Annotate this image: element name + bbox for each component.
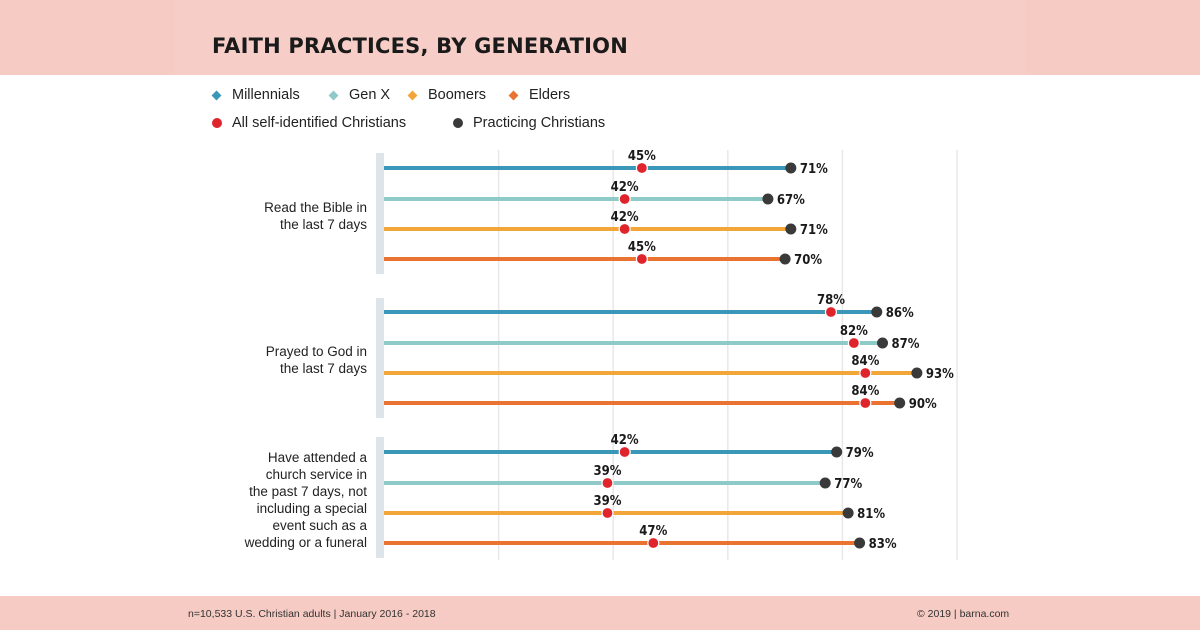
chart-title: FAITH PRACTICES, BY GENERATION <box>212 34 628 58</box>
all-christians-label: 45% <box>628 240 656 255</box>
all-christians-label: 47% <box>639 524 667 539</box>
group-bracket <box>376 437 384 558</box>
legend-label: Practicing Christians <box>473 115 606 131</box>
category-label-line: including a special <box>256 501 367 516</box>
all-christians-point <box>859 366 872 380</box>
practicing-point <box>842 507 854 519</box>
practicing-label: 79% <box>846 446 874 461</box>
all-christians-label: 82% <box>840 324 868 339</box>
all-christians-point <box>618 445 631 459</box>
all-christians-label: 42% <box>611 210 639 225</box>
category-label-line: event such as a <box>272 518 367 533</box>
category-label: Read the Bible in the last 7 days <box>212 199 367 233</box>
practicing-label: 83% <box>869 537 897 552</box>
all-christians-point <box>601 476 614 490</box>
all-christians-label: 39% <box>593 494 621 509</box>
group-bracket <box>376 298 384 418</box>
legend-item-millennials: Millennials <box>211 86 300 104</box>
category-label-line: the last 7 days <box>279 217 367 232</box>
practicing-point <box>785 223 797 235</box>
category-label-line: Read the Bible in <box>264 200 367 215</box>
all-christians-point <box>635 161 648 175</box>
all-christians-label: 42% <box>611 433 639 448</box>
category-label-line: the past 7 days, not <box>249 484 367 499</box>
practicing-label: 77% <box>834 477 862 492</box>
practicing-label: 87% <box>892 337 920 352</box>
legend-label: Gen X <box>349 87 391 103</box>
category-label-line: wedding or a funeral <box>244 535 367 550</box>
all-christians-label: 39% <box>593 464 621 479</box>
category-label: Prayed to God in the last 7 days <box>212 343 367 377</box>
legend-dot-icon <box>212 118 222 128</box>
practicing-point <box>911 367 923 379</box>
all-christians-point <box>618 222 631 236</box>
practicing-label: 90% <box>909 397 937 412</box>
title-box <box>175 0 1025 75</box>
legend-item-gen-x: Gen X <box>328 86 391 104</box>
legend-item-practicing-christians: Practicing Christians <box>453 114 605 132</box>
all-christians-point <box>824 305 838 319</box>
practicing-point <box>762 193 774 205</box>
practicing-label: 67% <box>777 193 805 208</box>
all-christians-label: 84% <box>851 354 879 369</box>
practicing-point <box>854 537 866 549</box>
all-christians-point <box>647 536 660 550</box>
category-label-line: church service in <box>265 467 367 482</box>
footer-band: n=10,533 U.S. Christian adults | January… <box>0 596 1200 630</box>
all-christians-label: 78% <box>817 293 845 308</box>
category-label-line: Have attended a <box>267 450 367 465</box>
practicing-label: 71% <box>800 223 828 238</box>
legend-label: Elders <box>529 87 571 103</box>
sample-note: n=10,533 U.S. Christian adults | January… <box>188 608 436 620</box>
legend-item-all-christians: All self-identified Christians <box>212 114 406 132</box>
practicing-point <box>871 306 883 318</box>
legend-item-boomers: Boomers <box>407 86 487 104</box>
category-label: Have attended a church service in the past… <box>212 449 367 551</box>
practicing-point <box>894 397 906 409</box>
copyright: © 2019 | barna.com <box>917 608 1010 620</box>
practicing-point <box>877 337 889 349</box>
all-christians-point <box>847 336 860 350</box>
category-label-line: the last 7 days <box>279 361 367 376</box>
all-christians-label: 45% <box>628 149 656 164</box>
practicing-label: 81% <box>857 507 885 522</box>
practicing-label: 71% <box>800 162 828 177</box>
practicing-label: 93% <box>926 367 954 382</box>
all-christians-point <box>601 506 614 520</box>
all-christians-point <box>618 192 631 206</box>
all-christians-label: 42% <box>611 180 639 195</box>
practicing-point <box>831 446 843 458</box>
practicing-point <box>819 477 831 489</box>
practicing-point <box>779 253 791 265</box>
group-bracket <box>376 153 384 274</box>
practicing-point <box>785 162 797 174</box>
legend-label: Millennials <box>232 87 300 103</box>
legend-dot-icon <box>453 118 463 128</box>
practicing-label: 70% <box>794 253 822 268</box>
legend-item-elders: Elders <box>508 86 571 104</box>
legend-label: Boomers <box>428 87 487 103</box>
all-christians-point <box>859 396 872 410</box>
all-christians-label: 84% <box>851 384 879 399</box>
practicing-label: 86% <box>886 306 914 321</box>
all-christians-point <box>635 252 648 266</box>
legend-label: All self-identified Christians <box>232 115 407 131</box>
category-label-line: Prayed to God in <box>265 344 367 359</box>
